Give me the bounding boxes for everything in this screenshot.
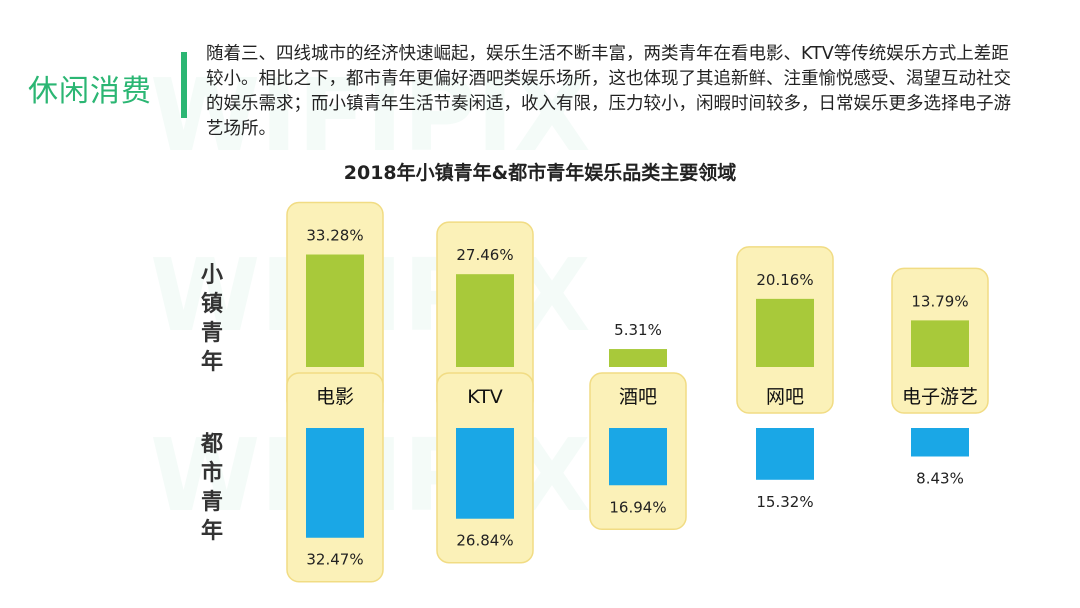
group-label-town-char: 镇 [201, 292, 223, 317]
bar-town [456, 274, 514, 367]
category-label: 酒吧 [619, 386, 657, 408]
data-label-city: 15.32% [756, 493, 813, 511]
category-label: 电影 [316, 386, 354, 408]
title-divider [181, 52, 187, 118]
group-label-city-char: 青 [201, 490, 223, 515]
category-label: 网吧 [766, 386, 804, 408]
bar-town [609, 349, 667, 367]
group-label-town-char: 小 [201, 263, 223, 288]
group-label-town-char: 年 [201, 349, 223, 375]
bar-town [756, 298, 814, 367]
data-label-city: 16.94% [609, 498, 666, 516]
category-label: 电子游艺 [902, 386, 978, 408]
section-title: 休闲消费 [28, 74, 152, 109]
chart-title: 2018年小镇青年&都市青年娱乐品类主要领域 [343, 162, 737, 184]
category-label: KTV [467, 386, 503, 408]
group-label-city-char: 年 [201, 518, 223, 544]
group-label-town-char: 青 [201, 321, 223, 346]
intro-text: 随着三、四线城市的经济快速崛起，娱乐生活不断丰富，两类青年在看电影、KTV等传统… [206, 44, 1011, 139]
data-label-town: 27.46% [456, 246, 513, 264]
bar-city [756, 428, 814, 480]
bar-city [456, 428, 514, 519]
data-label-town: 20.16% [756, 271, 813, 289]
data-label-town: 33.28% [306, 227, 363, 245]
bar-town [306, 254, 364, 367]
bar-town [911, 320, 969, 367]
bar-city [306, 428, 364, 538]
bar-city [911, 428, 969, 457]
data-label-city: 32.47% [306, 551, 363, 569]
group-label-city-char: 都 [200, 432, 223, 457]
data-label-city: 26.84% [456, 532, 513, 550]
data-label-town: 5.31% [614, 321, 662, 339]
data-label-city: 8.43% [916, 469, 964, 487]
group-label-city-char: 市 [201, 460, 223, 486]
bar-city [609, 428, 667, 486]
data-label-town: 13.79% [911, 292, 968, 310]
